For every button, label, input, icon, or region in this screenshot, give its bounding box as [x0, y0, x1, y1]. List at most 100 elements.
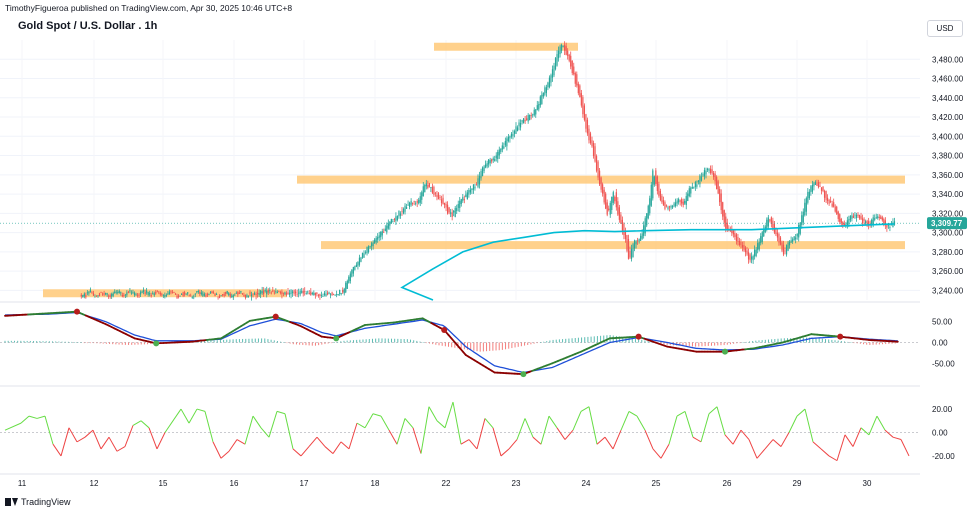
- histogram-bar: [422, 342, 424, 343]
- price-candle: [547, 82, 549, 88]
- histogram-bar: [764, 339, 766, 343]
- histogram-bar: [134, 342, 136, 345]
- price-candle: [220, 295, 222, 297]
- price-candle: [393, 218, 395, 220]
- price-candle: [726, 222, 728, 231]
- histogram-bar: [552, 339, 554, 343]
- price-candle: [371, 243, 373, 247]
- price-candle: [521, 119, 523, 123]
- histogram-bar: [774, 339, 776, 343]
- price-candle: [694, 182, 696, 188]
- price-candle: [378, 235, 380, 238]
- price-candle: [255, 293, 257, 296]
- price-candle: [729, 230, 731, 232]
- publisher-name[interactable]: TimothyFigueroa: [5, 3, 69, 13]
- price-candle: [789, 241, 791, 246]
- price-candle: [460, 199, 462, 204]
- price-candle: [819, 185, 821, 187]
- price-candle: [331, 292, 333, 296]
- price-candle: [640, 235, 642, 241]
- price-candle: [190, 295, 192, 297]
- histogram-bar: [349, 340, 351, 343]
- oscillator-segment: [460, 439, 470, 445]
- price-candle: [637, 240, 639, 242]
- price-candle: [746, 250, 748, 255]
- histogram-bar: [555, 339, 557, 343]
- histogram-bar: [641, 339, 643, 343]
- histogram-bar: [533, 342, 535, 344]
- price-candle: [161, 293, 163, 295]
- price-candle: [225, 292, 227, 294]
- price-candle: [865, 221, 867, 224]
- histogram-bar: [742, 342, 744, 343]
- price-candle: [290, 290, 292, 295]
- price-candle: [744, 247, 747, 253]
- histogram-bar: [96, 342, 98, 344]
- price-candle: [176, 295, 178, 299]
- histogram-bar: [270, 339, 272, 343]
- histogram-bar: [590, 336, 592, 343]
- price-candle: [431, 186, 433, 193]
- price-candle: [206, 294, 209, 296]
- price-candle: [679, 200, 681, 202]
- price-candle: [834, 206, 836, 212]
- histogram-bar: [86, 342, 88, 344]
- histogram-bar: [815, 338, 817, 343]
- histogram-bar: [546, 341, 548, 343]
- price-candle: [430, 186, 432, 188]
- histogram-bar: [242, 338, 244, 343]
- oscillator-segment: [636, 415, 646, 431]
- price-candle: [129, 290, 131, 292]
- histogram-bar: [321, 342, 323, 345]
- price-candle: [301, 291, 303, 293]
- tradingview-brand[interactable]: TradingView: [5, 497, 71, 507]
- oscillator-segment: [492, 427, 502, 457]
- price-candle: [228, 293, 230, 295]
- price-candle: [153, 293, 155, 296]
- oscillator-tick-label: -20.00: [932, 452, 955, 461]
- oscillator-segment: [188, 408, 198, 424]
- price-candle: [568, 54, 570, 61]
- price-candle: [526, 118, 528, 121]
- currency-button[interactable]: USD: [927, 20, 963, 37]
- price-candle: [138, 294, 140, 296]
- time-tick-label: 25: [652, 479, 661, 488]
- oscillator-segment: [4, 422, 22, 431]
- price-candle: [515, 126, 517, 134]
- histogram-bar: [777, 338, 779, 343]
- oscillator-tick-label: -50.00: [932, 359, 955, 368]
- price-candle: [374, 239, 376, 244]
- price-candle: [407, 204, 409, 206]
- oscillator-segment: [252, 415, 262, 429]
- histogram-bar: [131, 342, 133, 345]
- price-candle: [416, 201, 418, 203]
- price-candle: [784, 250, 786, 252]
- price-candle: [732, 230, 734, 235]
- price-candle: [352, 266, 354, 274]
- price-candle: [785, 245, 788, 255]
- price-candle: [150, 294, 152, 297]
- price-candle: [333, 294, 335, 296]
- time-axis[interactable]: 11 12 15 16 17 18 22 23 24 25 26 29 30: [0, 473, 920, 488]
- price-tick-label: 3,460.00: [932, 75, 964, 84]
- price-candle: [489, 160, 491, 164]
- histogram-bar: [276, 341, 278, 343]
- price-candle: [264, 290, 266, 292]
- price-candle: [606, 202, 608, 215]
- price-candle: [139, 292, 142, 295]
- price-axis[interactable]: 3,240.00 3,260.00 3,280.00 3,300.00 3,320.00…: [927, 55, 967, 295]
- price-candle: [779, 237, 782, 245]
- price-candle: [390, 218, 392, 224]
- histogram-bar: [400, 338, 402, 343]
- price-candle: [187, 292, 189, 294]
- histogram-bar: [429, 342, 431, 344]
- price-candle: [302, 290, 304, 294]
- price-candle: [615, 192, 617, 208]
- price-candle: [419, 196, 421, 203]
- histogram-bar: [748, 341, 750, 343]
- histogram-bar: [29, 340, 31, 343]
- histogram-bar: [707, 342, 709, 346]
- price-candle: [276, 292, 278, 294]
- price-candle: [684, 200, 686, 204]
